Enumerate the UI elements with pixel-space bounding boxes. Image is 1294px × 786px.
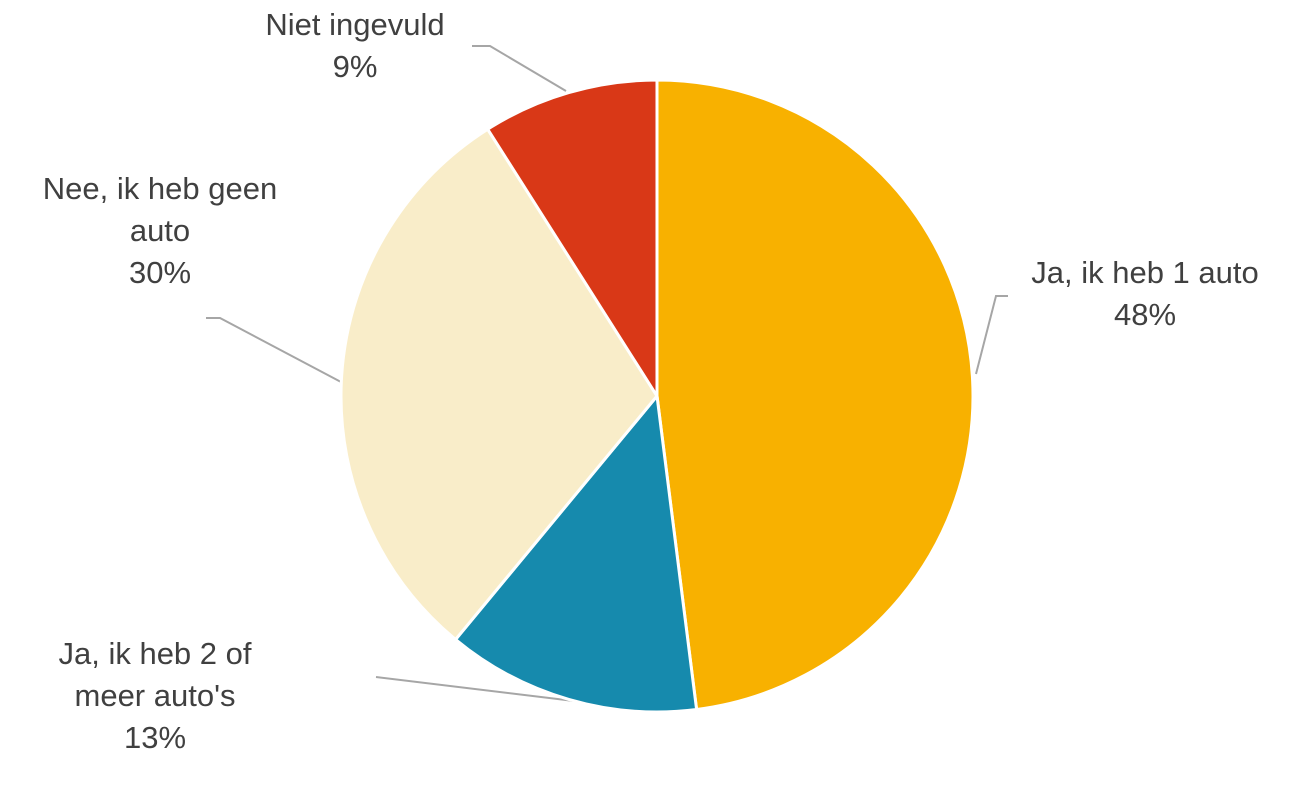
pie-slices (339, 78, 975, 714)
slice-label: Niet ingevuld 9% (265, 7, 444, 84)
slice-labels: Ja, ik heb 1 auto 48% Ja, ik heb 2 of meer … (43, 7, 1259, 755)
slice-label: Nee, ik heb geen auto 30% (43, 171, 277, 290)
slice-category-label: auto (130, 213, 190, 248)
slice-category-label: Ja, ik heb 2 of (58, 636, 251, 671)
leader-line (975, 295, 1008, 375)
slice-label: Ja, ik heb 1 auto 48% (1031, 255, 1259, 332)
pie-slice (486, 78, 659, 398)
leader-lines (206, 45, 1008, 702)
leader-line (375, 676, 575, 702)
slice-value-label: 30% (129, 255, 191, 290)
pie-slice (339, 127, 659, 641)
slice-label: Ja, ik heb 2 of meer auto's 13% (58, 636, 251, 755)
slice-value-label: 48% (1114, 297, 1176, 332)
leader-line (206, 317, 342, 383)
slice-category-label: Nee, ik heb geen (43, 171, 277, 206)
slice-category-label: meer auto's (75, 678, 236, 713)
slice-value-label: 9% (333, 49, 378, 84)
leader-line (472, 45, 567, 92)
slice-category-label: Ja, ik heb 1 auto (1031, 255, 1259, 290)
pie-slice (454, 394, 699, 714)
slice-value-label: 13% (124, 720, 186, 755)
slice-category-label: Niet ingevuld (265, 7, 444, 42)
pie-slice (655, 78, 975, 712)
